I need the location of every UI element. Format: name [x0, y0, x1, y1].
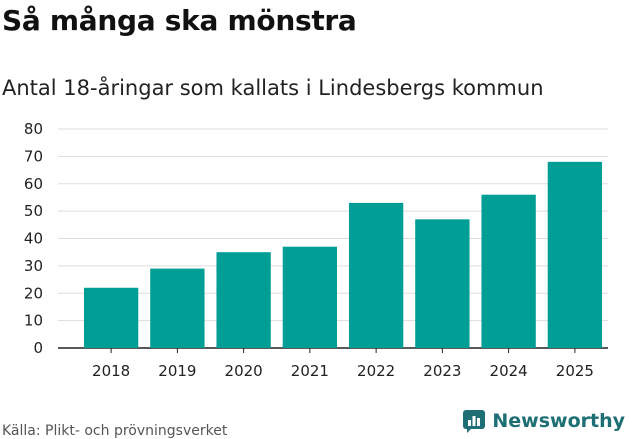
- x-tick-label: 2022: [357, 362, 395, 380]
- x-tick-label: 2023: [423, 362, 461, 380]
- y-tick-label: 30: [24, 257, 43, 275]
- newsworthy-logo-text: Newsworthy: [492, 410, 625, 432]
- bar-2021: [282, 246, 338, 348]
- chart-subtitle: Antal 18-åringar som kallats i Lindesber…: [2, 76, 544, 100]
- bar-2018: [83, 287, 139, 348]
- x-tick-label: 2019: [158, 362, 196, 380]
- x-tick-label: 2024: [490, 362, 528, 380]
- bar-2025: [547, 161, 603, 348]
- y-tick-label: 0: [33, 339, 43, 357]
- chart-title: Så många ska mönstra: [2, 4, 357, 37]
- y-tick-label: 80: [24, 120, 43, 138]
- x-tick-label: 2021: [291, 362, 329, 380]
- y-tick-label: 70: [24, 147, 43, 165]
- x-tick-label: 2018: [92, 362, 130, 380]
- x-tick-label: 2020: [225, 362, 263, 380]
- x-tick-label: 2025: [556, 362, 594, 380]
- bar-2020: [216, 252, 271, 348]
- y-tick-label: 60: [24, 175, 43, 193]
- y-tick-label: 40: [24, 230, 43, 248]
- bar-2022: [348, 202, 404, 348]
- bar-chart: 0 10 20 30 40 50 60 70 80 2018 2019 2020 2021 2022 20…: [24, 120, 608, 380]
- bar-2019: [150, 268, 205, 348]
- y-tick-label: 10: [24, 312, 43, 330]
- y-tick-label: 20: [24, 284, 43, 302]
- newsworthy-logo: Newsworthy: [462, 409, 625, 433]
- bar-2024: [481, 194, 536, 348]
- y-tick-label: 50: [24, 202, 43, 220]
- bar-2023: [415, 219, 470, 348]
- source-note: Källa: Plikt- och prövningsverket: [2, 423, 228, 439]
- newsworthy-logo-icon: [463, 410, 486, 433]
